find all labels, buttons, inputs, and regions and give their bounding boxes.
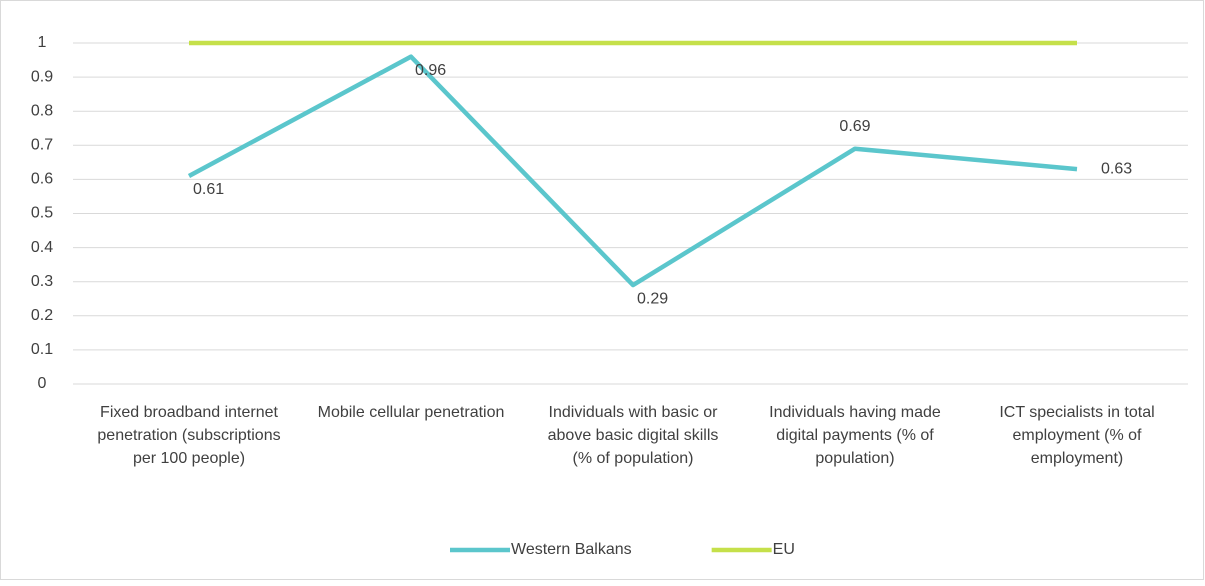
x-tick-label-line: ICT specialists in total (999, 404, 1154, 421)
y-tick-label: 0.2 (31, 307, 53, 324)
y-tick-label: 0.6 (31, 171, 53, 188)
y-tick-label: 1 (38, 34, 47, 51)
data-label: 0.96 (415, 62, 446, 79)
x-tick-label-line: penetration (subscriptions (97, 427, 280, 444)
x-tick-label: Individuals having made digital payments … (769, 404, 941, 467)
x-tick-label-line: digital payments (% of (776, 427, 934, 444)
x-tick-label-line: above basic digital skills (548, 427, 719, 444)
data-label: 0.69 (839, 118, 870, 135)
x-tick-label-line: Mobile cellular penetration (318, 404, 505, 421)
x-tick-label: Fixed broadband internet penetration (sub… (97, 404, 280, 467)
x-tick-label: Mobile cellular penetration (318, 404, 505, 421)
x-tick-label-line: population) (815, 450, 894, 467)
series-line (187, 54, 1078, 288)
legend-label: Western Balkans (511, 541, 632, 558)
data-label: 0.61 (193, 181, 224, 198)
y-tick-label: 0.4 (31, 239, 53, 256)
data-label: 0.63 (1101, 160, 1132, 177)
data-label: 0.29 (637, 290, 668, 307)
x-tick-label-line: Fixed broadband internet (100, 404, 278, 421)
y-tick-label: 0.8 (31, 102, 53, 119)
y-tick-label: 0.5 (31, 205, 53, 222)
x-tick-label-line: per 100 people) (133, 450, 245, 467)
x-tick-label-line: (% of population) (573, 450, 694, 467)
y-tick-label: 0.3 (31, 273, 53, 290)
x-tick-label-line: employment) (1031, 450, 1123, 467)
x-tick-label-line: employment (% of (1013, 427, 1142, 444)
x-tick-label: ICT specialists in total employment (% of… (999, 404, 1154, 467)
y-tick-label: 0 (38, 375, 47, 392)
y-tick-label: 0.9 (31, 68, 53, 85)
x-tick-label-line: Individuals with basic or (549, 404, 719, 421)
legend-label: EU (773, 541, 795, 558)
y-tick-label: 0.7 (31, 137, 53, 154)
y-tick-label: 0.1 (31, 341, 53, 358)
x-tick-label: Individuals with basic or above basic dig… (548, 404, 719, 467)
x-tick-label-line: Individuals having made (769, 404, 941, 421)
